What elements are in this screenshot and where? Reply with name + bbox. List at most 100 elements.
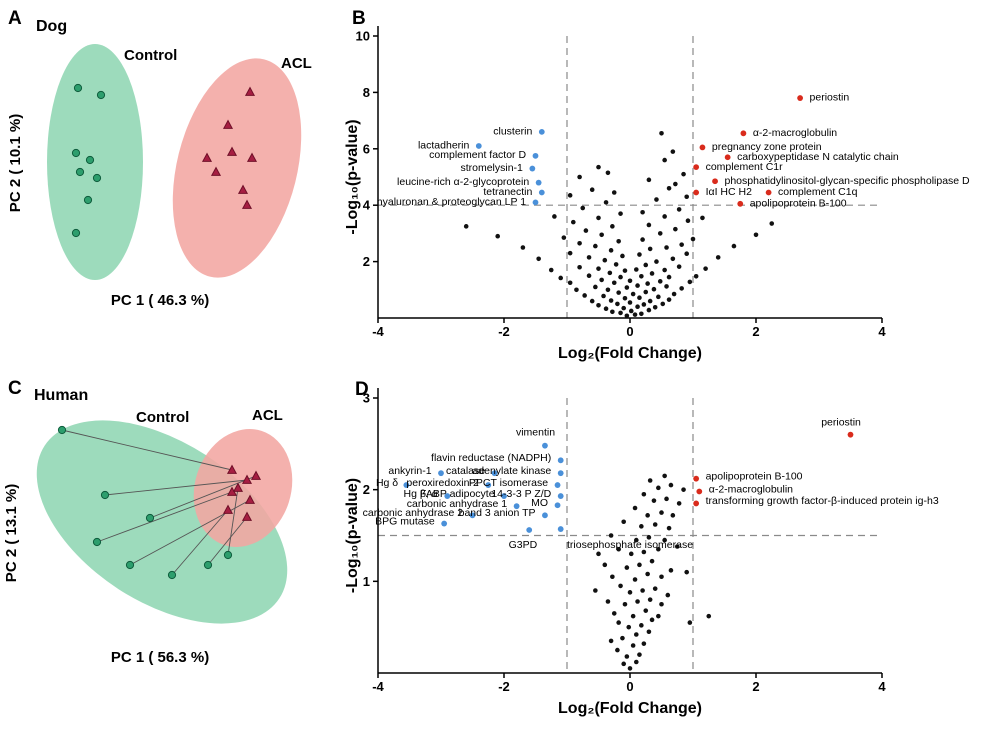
protein-label: complement C1r — [706, 161, 784, 173]
downregulated-protein-point — [554, 502, 561, 509]
downregulated-protein-point — [475, 143, 482, 149]
x-tick-label: -4 — [372, 324, 384, 339]
nonsignificant-point — [654, 197, 659, 202]
nonsignificant-point — [624, 285, 630, 290]
protein-label: carboxypeptidase N catalytic chain — [737, 151, 899, 163]
nonsignificant-point — [637, 295, 642, 300]
downregulated-protein-point — [532, 199, 539, 206]
nonsignificant-point — [664, 245, 669, 250]
nonsignificant-point — [660, 301, 666, 307]
nonsignificant-point — [769, 221, 775, 226]
control-sample-point — [73, 83, 83, 93]
nonsignificant-point — [679, 286, 684, 291]
nonsignificant-point — [662, 267, 667, 273]
nonsignificant-point — [618, 211, 623, 216]
nonsignificant-point — [635, 304, 640, 310]
nonsignificant-point — [651, 498, 657, 503]
nonsignificant-point — [641, 549, 647, 555]
nonsignificant-point — [643, 289, 649, 295]
x-tick-label: 4 — [878, 324, 886, 339]
protein-label: adenylate kinase — [472, 465, 551, 477]
protein-label: lactadherin — [418, 139, 470, 151]
nonsignificant-point — [622, 601, 628, 607]
nonsignificant-point — [643, 262, 649, 268]
acl-sample-point — [222, 504, 234, 514]
downregulated-protein-point — [532, 152, 539, 159]
protein-label: carbonic anhydrase 1 — [407, 498, 508, 510]
control-sample-point — [75, 167, 85, 177]
protein-label: triosephosphate isomerase — [567, 539, 693, 551]
x-tick-label: 0 — [626, 679, 633, 694]
nonsignificant-point — [561, 235, 567, 240]
group-label: ACL — [281, 55, 312, 72]
nonsignificant-point — [558, 275, 563, 281]
nonsignificant-point — [627, 590, 633, 595]
nonsignificant-point — [637, 252, 642, 257]
nonsignificant-point — [679, 242, 684, 247]
nonsignificant-point — [630, 643, 636, 648]
protein-label: G3PD — [509, 539, 538, 551]
nonsignificant-point — [659, 574, 664, 580]
protein-label: tetranectin — [483, 186, 532, 198]
paired-sample-line — [227, 487, 239, 556]
protein-label: peroxiredoxin-2 — [406, 477, 479, 489]
nonsignificant-point — [646, 535, 652, 540]
nonsignificant-point — [753, 232, 759, 238]
acl-sample-point — [241, 474, 253, 484]
nonsignificant-point — [616, 290, 621, 295]
nonsignificant-point — [671, 291, 677, 297]
control-sample-point — [85, 155, 95, 165]
downregulated-protein-point — [513, 503, 520, 510]
nonsignificant-point — [640, 237, 645, 242]
group-label: ACL — [252, 407, 283, 424]
nonsignificant-point — [616, 620, 621, 625]
nonsignificant-point — [647, 298, 653, 304]
nonsignificant-point — [657, 231, 663, 236]
paired-sample-line — [104, 479, 248, 496]
y-axis-label: -Log₁₀(p-value) — [344, 478, 361, 593]
nonsignificant-point — [599, 232, 604, 238]
nonsignificant-point — [574, 287, 579, 293]
nonsignificant-point — [593, 284, 598, 290]
nonsignificant-point — [605, 287, 611, 293]
control-sample-point — [92, 173, 102, 183]
nonsignificant-point — [599, 277, 604, 283]
nonsignificant-point — [618, 310, 623, 316]
upregulated-protein-point — [699, 144, 706, 151]
nonsignificant-point — [649, 617, 655, 623]
nonsignificant-point — [645, 281, 650, 286]
downregulated-protein-point — [535, 179, 542, 186]
upregulated-protein-point — [740, 130, 747, 137]
nonsignificant-point — [608, 638, 614, 644]
upregulated-protein-point — [693, 189, 700, 196]
upregulated-protein-point — [765, 189, 772, 196]
downregulated-protein-point — [444, 493, 451, 499]
nonsignificant-point — [662, 157, 667, 163]
acl-sample-point — [237, 184, 249, 194]
nonsignificant-point — [652, 586, 658, 591]
downregulated-protein-point — [557, 457, 564, 464]
nonsignificant-point — [582, 293, 587, 298]
nonsignificant-point — [652, 304, 658, 310]
nonsignificant-point — [700, 215, 705, 221]
upregulated-protein-point — [712, 178, 718, 185]
nonsignificant-point — [520, 245, 526, 250]
protein-label: flavin reductase (NADPH) — [431, 452, 551, 464]
nonsignificant-point — [634, 632, 639, 637]
nonsignificant-point — [637, 562, 642, 568]
acl-sample-point — [241, 511, 253, 521]
upregulated-protein-point — [696, 488, 703, 495]
nonsignificant-point — [635, 599, 640, 604]
acl-cluster-ellipse — [172, 58, 302, 278]
nonsignificant-point — [621, 661, 626, 667]
protein-label: PPCT isomerase — [469, 477, 548, 489]
control-sample-point — [57, 425, 67, 435]
protein-label: BPG mutase — [375, 515, 435, 527]
y-tick-label: 6 — [363, 141, 370, 156]
nonsignificant-point — [621, 519, 626, 525]
nonsignificant-point — [630, 613, 636, 619]
nonsignificant-point — [684, 251, 689, 257]
protein-label: Hg β, α — [404, 488, 438, 500]
nonsignificant-point — [690, 236, 696, 242]
x-tick-label: 4 — [878, 679, 886, 694]
